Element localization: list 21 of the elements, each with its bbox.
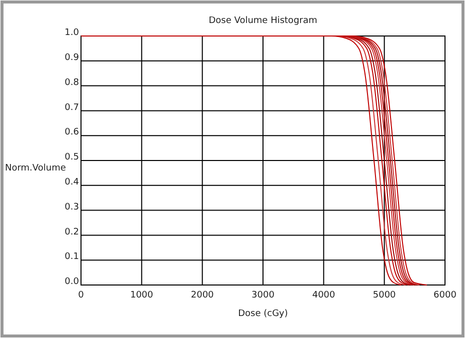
x-axis-title: Dose (cGy) bbox=[238, 309, 288, 319]
x-tick-label: 5000 bbox=[372, 290, 396, 300]
y-tick-label: 0.6 bbox=[64, 128, 80, 138]
y-axis-title: Norm.Volume bbox=[5, 164, 66, 174]
x-tick-label: 4000 bbox=[312, 290, 336, 300]
y-tick-label: 0.8 bbox=[64, 78, 80, 88]
x-tick-label: 2000 bbox=[190, 290, 214, 300]
y-tick-label: 0.5 bbox=[64, 152, 79, 163]
y-tick-label: 0.4 bbox=[64, 178, 80, 188]
y-tick-label: 0.2 bbox=[64, 227, 79, 238]
x-tick-label: 0 bbox=[78, 290, 84, 300]
y-tick-label: 0.1 bbox=[64, 252, 79, 262]
y-tick-label: 0.3 bbox=[64, 202, 79, 212]
y-tick-label: 0.9 bbox=[64, 53, 80, 63]
x-tick-label: 3000 bbox=[252, 290, 275, 300]
y-tick-label: 0.7 bbox=[64, 102, 79, 113]
x-tick-label: 1000 bbox=[130, 290, 154, 300]
y-tick-label: 0.0 bbox=[64, 277, 80, 288]
chart-title: Dose Volume Histogram bbox=[208, 16, 318, 26]
y-tick-label: 1.0 bbox=[64, 28, 80, 38]
x-tick-label: 6000 bbox=[434, 290, 457, 300]
